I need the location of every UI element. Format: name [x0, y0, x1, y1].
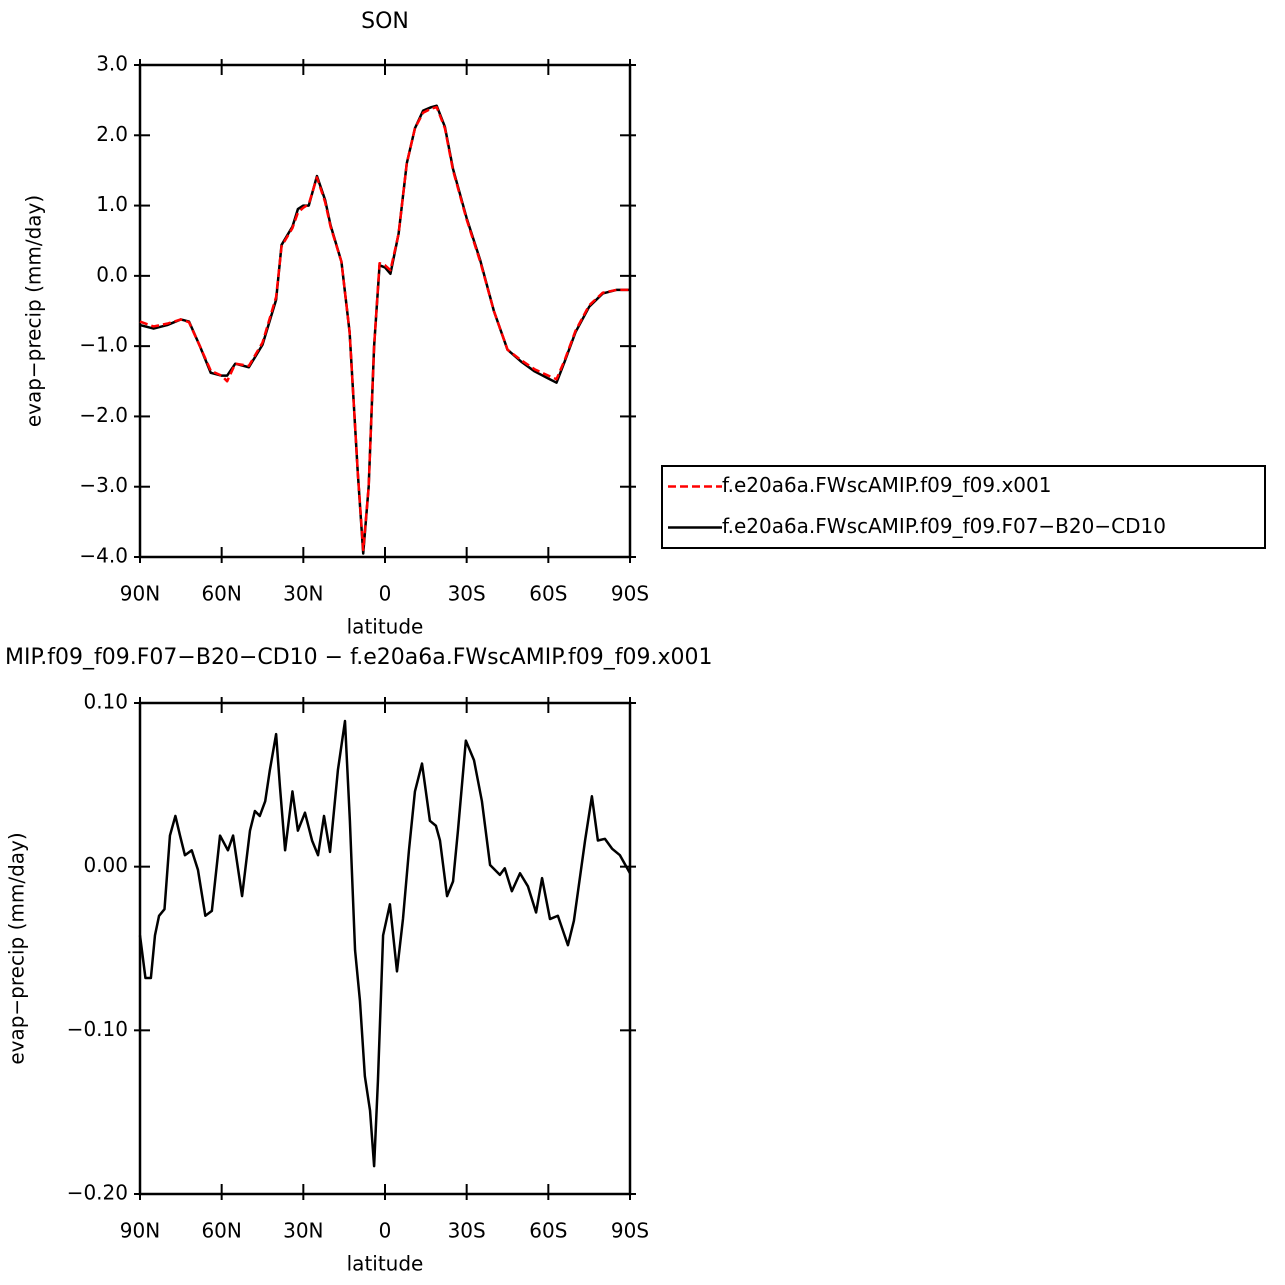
x-tick-label: 0	[379, 582, 392, 606]
y-tick-label: −0.20	[67, 1181, 128, 1205]
y-tick-label: 0.10	[83, 690, 128, 714]
y-tick-label: −0.10	[67, 1017, 128, 1041]
series-line	[139, 104, 630, 555]
legend-label: f.e20a6a.FWscAMIP.f09_f09.F07−B20−CD10	[722, 514, 1166, 538]
x-tick-label: 30N	[283, 1219, 323, 1243]
x-tick-label: 30S	[448, 582, 486, 606]
y-tick-label: 3.0	[96, 52, 128, 76]
y-tick-label: −3.0	[79, 473, 128, 497]
x-axis-label: latitude	[347, 615, 424, 639]
series-line	[138, 719, 632, 1168]
x-tick-label: 60N	[201, 1219, 241, 1243]
chart-title: SON	[361, 9, 409, 34]
x-axis-label: latitude	[347, 1252, 424, 1276]
y-axis-label: evap−precip (mm/day)	[22, 195, 46, 427]
legend-label: f.e20a6a.FWscAMIP.f09_f09.x001	[722, 473, 1051, 497]
x-tick-label: 90S	[611, 582, 649, 606]
x-tick-label: 90S	[611, 1219, 649, 1243]
plot-frame	[138, 63, 632, 559]
x-tick-label: 0	[379, 1219, 392, 1243]
x-tick-label: 30S	[448, 1219, 486, 1243]
legend-box	[661, 465, 1266, 549]
x-tick-label: 60S	[529, 582, 567, 606]
x-tick-label: 60N	[201, 582, 241, 606]
y-tick-label: −1.0	[79, 333, 128, 357]
y-tick-label: 0.0	[96, 262, 128, 286]
y-axis-label: evap−precip (mm/day)	[5, 832, 29, 1064]
y-tick-label: −2.0	[79, 403, 128, 427]
x-tick-label: 90N	[120, 582, 160, 606]
y-tick-label: −4.0	[79, 544, 128, 568]
plot-frame	[138, 701, 632, 1196]
chart-title: MIP.f09_f09.F07−B20−CD10 − f.e20a6a.FWsc…	[5, 645, 713, 670]
x-tick-label: 60S	[529, 1219, 567, 1243]
x-tick-label: 30N	[283, 582, 323, 606]
y-tick-label: 2.0	[96, 122, 128, 146]
x-tick-label: 90N	[120, 1219, 160, 1243]
y-tick-label: 0.00	[83, 853, 128, 877]
y-tick-label: 1.0	[96, 192, 128, 216]
series-line	[139, 105, 630, 552]
